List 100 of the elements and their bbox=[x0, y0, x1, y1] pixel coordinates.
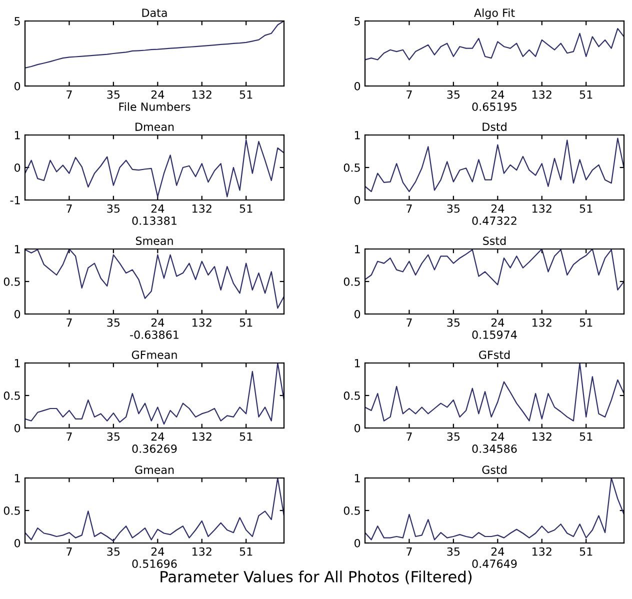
x-tick-label: 132 bbox=[532, 432, 552, 441]
y-tick-label: 1 bbox=[354, 474, 360, 482]
x-axis-title: 0.51696 bbox=[132, 560, 177, 568]
y-tick-label: 1 bbox=[14, 131, 20, 140]
y-tick-label: 0 bbox=[354, 196, 360, 204]
chart-title: Algo Fit bbox=[474, 8, 515, 20]
x-tick-label: 7 bbox=[406, 90, 412, 99]
y-tick-label: 0.5 bbox=[344, 163, 360, 172]
chart-title: Dstd bbox=[482, 122, 506, 131]
x-tick-label: 7 bbox=[66, 432, 72, 441]
line-series bbox=[25, 139, 284, 198]
x-tick-label: 24 bbox=[151, 432, 164, 441]
chart-title: Gmean bbox=[135, 466, 174, 474]
x-tick-label: 51 bbox=[580, 548, 592, 556]
y-tick-label: 1 bbox=[14, 474, 20, 482]
x-axis-title: 0.47649 bbox=[472, 560, 517, 568]
y-tick-label: 0.5 bbox=[344, 391, 360, 400]
y-tick-label: 1 bbox=[354, 245, 360, 254]
x-tick-label: 132 bbox=[192, 432, 212, 441]
y-tick-label: 0.5 bbox=[4, 391, 20, 400]
line-series bbox=[365, 138, 624, 192]
line-series bbox=[365, 478, 624, 540]
x-tick-label: 132 bbox=[532, 318, 552, 327]
y-tick-label: 0 bbox=[14, 538, 20, 548]
y-tick-label: 1 bbox=[354, 359, 360, 368]
x-tick-label: 7 bbox=[66, 548, 72, 556]
x-tick-label: 35 bbox=[107, 547, 120, 556]
x-tick-label: 24 bbox=[151, 318, 164, 327]
x-tick-label: 51 bbox=[240, 318, 252, 327]
x-axis-title: -0.63861 bbox=[130, 330, 178, 339]
x-axis-title: 0.47322 bbox=[472, 216, 516, 225]
x-tick-label: 35 bbox=[447, 432, 460, 441]
x-tick-label: 7 bbox=[406, 318, 412, 327]
x-tick-label: 24 bbox=[491, 90, 504, 99]
chart-title: Smean bbox=[136, 236, 173, 245]
line-series bbox=[25, 363, 284, 425]
x-tick-label: 51 bbox=[240, 548, 252, 556]
chart-title: Gstd bbox=[482, 465, 506, 474]
chart-title: Dmean bbox=[136, 122, 174, 131]
x-tick-label: 35 bbox=[447, 318, 460, 327]
x-tick-label: 132 bbox=[192, 547, 212, 556]
y-tick-label: 0 bbox=[354, 310, 360, 318]
x-tick-label: 51 bbox=[240, 204, 252, 213]
x-tick-label: 132 bbox=[192, 318, 212, 327]
y-tick-label: 0 bbox=[14, 82, 20, 90]
y-tick-label: 0 bbox=[354, 82, 360, 90]
x-tick-label: 132 bbox=[192, 90, 212, 99]
x-tick-label: 51 bbox=[580, 318, 592, 327]
y-tick-label: 1 bbox=[14, 359, 20, 368]
x-tick-label: 7 bbox=[66, 318, 72, 327]
x-tick-label: 51 bbox=[580, 432, 592, 441]
x-tick-label: 51 bbox=[240, 432, 252, 441]
x-tick-label: 24 bbox=[491, 318, 504, 327]
x-tick-label: 7 bbox=[406, 548, 412, 556]
y-tick-label: 0 bbox=[14, 163, 20, 172]
x-tick-label: 24 bbox=[491, 547, 504, 556]
chart-title: Sstd bbox=[483, 236, 506, 245]
x-axis-title: 0.34586 bbox=[472, 444, 517, 453]
x-tick-label: 132 bbox=[192, 204, 212, 213]
x-axis-title: 0.36269 bbox=[132, 444, 177, 453]
y-tick-label: 0 bbox=[14, 424, 20, 432]
text: Parameter Values for All Photos (Filtered) bbox=[160, 570, 472, 584]
y-tick-label: 0.5 bbox=[4, 277, 20, 286]
x-axis-title: File Numbers bbox=[119, 102, 190, 111]
x-axis-title: 0.13381 bbox=[132, 216, 176, 225]
line-series bbox=[25, 478, 284, 542]
x-tick-label: 7 bbox=[66, 204, 72, 213]
x-tick-label: 24 bbox=[491, 204, 504, 213]
x-tick-label: 35 bbox=[107, 90, 120, 99]
x-tick-label: 7 bbox=[66, 90, 72, 99]
x-tick-label: 35 bbox=[107, 318, 120, 327]
chart-title: Data bbox=[142, 8, 167, 17]
x-tick-label: 35 bbox=[447, 547, 460, 556]
x-tick-label: 132 bbox=[532, 204, 552, 213]
y-tick-label: 0 bbox=[14, 310, 20, 318]
x-tick-label: 51 bbox=[580, 90, 592, 99]
y-tick-label: 1 bbox=[14, 245, 20, 254]
x-axis-title: 0.15974 bbox=[472, 330, 517, 339]
chart-title: GFmean bbox=[132, 350, 177, 359]
x-tick-label: 24 bbox=[151, 204, 164, 213]
y-tick-label: 1 bbox=[354, 131, 360, 140]
x-tick-label: 24 bbox=[151, 90, 164, 99]
x-tick-label: 51 bbox=[240, 90, 252, 99]
line-series bbox=[365, 28, 624, 60]
x-tick-label: 24 bbox=[151, 547, 164, 556]
x-tick-label: 7 bbox=[406, 204, 412, 213]
x-axis-title: 0.65195 bbox=[472, 102, 517, 111]
x-tick-label: 132 bbox=[532, 547, 552, 556]
y-tick-label: 0.5 bbox=[344, 277, 360, 286]
y-tick-label: 5 bbox=[354, 17, 360, 26]
x-tick-label: 7 bbox=[406, 432, 412, 441]
y-tick-label: 0 bbox=[354, 424, 360, 432]
chart-title: GFstd bbox=[479, 350, 510, 359]
x-tick-label: 132 bbox=[532, 90, 552, 99]
x-tick-label: 35 bbox=[447, 204, 460, 213]
y-tick-label: 0.5 bbox=[4, 506, 20, 515]
x-tick-label: 35 bbox=[447, 90, 460, 99]
x-tick-label: 51 bbox=[580, 204, 592, 213]
x-tick-label: 24 bbox=[491, 432, 504, 441]
y-tick-label: 5 bbox=[14, 17, 20, 26]
